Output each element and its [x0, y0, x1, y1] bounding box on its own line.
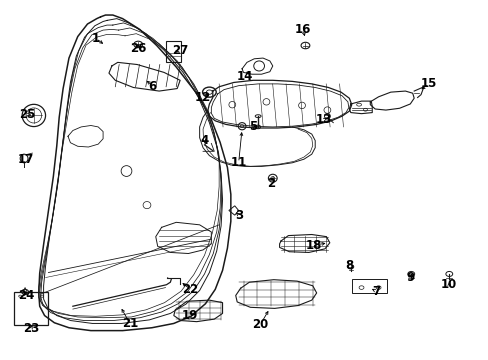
Text: 13: 13 [315, 113, 331, 126]
Text: 26: 26 [130, 41, 146, 54]
Text: 18: 18 [305, 239, 321, 252]
Text: 21: 21 [122, 317, 138, 330]
Text: 27: 27 [172, 44, 188, 57]
Text: 15: 15 [420, 77, 436, 90]
Text: 5: 5 [249, 121, 257, 134]
Text: 19: 19 [182, 309, 198, 322]
Text: 6: 6 [148, 80, 157, 93]
Text: 20: 20 [251, 318, 268, 331]
Text: 10: 10 [440, 278, 456, 291]
Text: 11: 11 [230, 156, 246, 169]
Text: 8: 8 [345, 259, 353, 272]
Text: 2: 2 [267, 177, 275, 190]
Text: 3: 3 [235, 210, 243, 222]
Text: 9: 9 [406, 271, 413, 284]
Text: 25: 25 [20, 108, 36, 121]
Text: 7: 7 [371, 285, 380, 298]
Text: 23: 23 [23, 322, 39, 335]
Text: 22: 22 [182, 283, 198, 296]
Text: 14: 14 [236, 69, 252, 82]
Text: 17: 17 [18, 153, 34, 166]
Text: 1: 1 [92, 32, 100, 45]
Text: 12: 12 [195, 91, 211, 104]
Text: 16: 16 [294, 23, 310, 36]
Text: 24: 24 [18, 289, 34, 302]
Text: 4: 4 [200, 134, 208, 147]
